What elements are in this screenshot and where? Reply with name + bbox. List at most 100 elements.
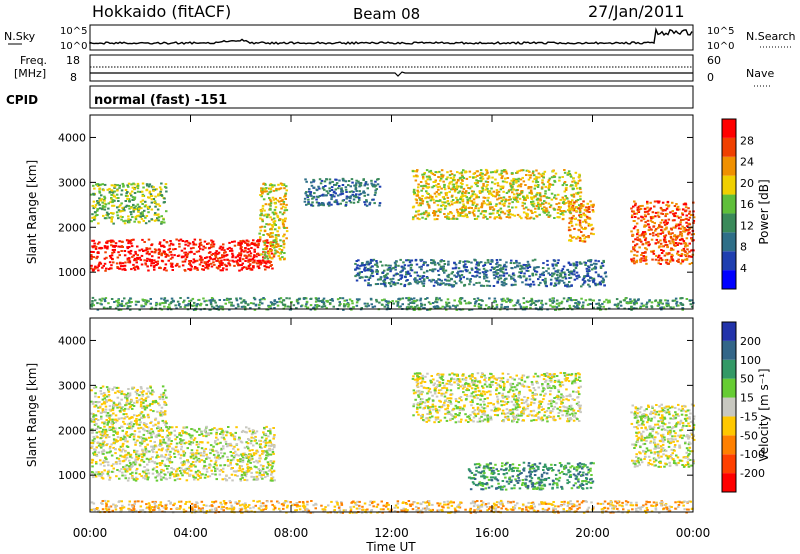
range-cell [585,215,589,218]
range-cell [359,182,363,184]
range-cell [522,207,526,210]
range-cell [207,432,210,435]
range-cell [369,284,372,287]
range-cell [245,257,248,260]
range-cell [192,243,195,246]
range-cell [257,239,260,242]
range-cell [373,305,377,308]
range-cell [445,301,448,304]
range-cell [594,266,598,269]
range-cell [488,284,492,287]
range-cell [108,306,112,309]
range-cell [688,299,692,302]
colorbar-tick-label: 8 [740,241,747,254]
range-cell [482,214,486,217]
range-cell [567,271,571,273]
range-cell [194,460,198,463]
range-cell [129,218,132,221]
range-cell [121,207,124,209]
range-cell [273,253,276,256]
range-cell [156,217,159,220]
range-cell [488,212,492,215]
range-cell [543,211,546,214]
range-cell [497,190,501,193]
range-cell [182,301,185,304]
range-cell [159,441,162,444]
range-cell [531,203,534,206]
range-cell [240,242,243,245]
range-cell [523,202,526,205]
range-cell [686,244,689,247]
range-cell [502,196,506,199]
range-cell [203,261,207,264]
range-cell [685,221,688,224]
range-cell [431,268,435,271]
range-cell [323,180,327,183]
range-cell [682,240,686,243]
range-cell [378,204,381,207]
range-cell [514,283,517,286]
range-cell [435,199,438,202]
range-cell [279,197,282,200]
range-cell [633,200,636,203]
range-cell [671,232,674,235]
range-cell [457,267,461,270]
range-cell [512,188,516,191]
colorbar-segment [722,251,736,271]
range-cell [91,213,94,216]
range-cell [323,305,327,308]
range-cell [670,257,673,260]
range-cell [230,304,234,307]
range-cell [271,267,274,270]
range-cell [247,254,251,257]
frequency-panel: Freq. [MHz] 18 8 60 0 Nave [14,54,774,87]
range-cell [509,184,513,187]
range-cell [181,240,184,242]
range-cell [111,191,115,194]
range-cell [224,254,228,257]
range-cell [437,183,440,185]
range-cell [227,298,231,301]
range-cell [110,216,114,219]
range-cell [104,269,107,272]
range-cell [126,198,129,200]
range-cell [450,188,453,191]
range-cell [554,270,557,273]
range-cell [108,216,111,219]
range-cell [124,205,128,208]
range-cell [104,436,108,439]
range-cell [452,179,455,182]
range-cell [408,307,411,310]
range-cell [276,230,279,233]
range-cell [146,265,149,268]
range-cell [185,479,189,482]
range-cell [481,172,484,175]
range-cell [672,241,675,244]
range-cell [630,207,633,210]
range-cell [553,260,556,263]
range-cell [161,302,164,304]
range-cell [541,267,545,269]
range-cell [140,190,144,193]
range-cell [421,200,424,203]
range-cell [245,479,249,482]
range-cell [100,198,104,201]
range-cell [115,197,118,200]
range-cell [468,308,471,311]
range-cell [579,198,582,201]
range-cell [136,245,139,248]
range-cell [423,172,426,174]
range-cell [495,169,499,172]
range-cell [268,191,271,194]
range-cell [371,306,375,309]
range-cell [231,256,234,259]
range-cell [638,246,641,249]
range-cell [229,463,232,466]
range-cell [320,203,323,206]
range-cell [371,265,374,268]
range-cell [360,264,364,267]
range-cell [257,244,260,246]
range-cell [540,175,544,178]
range-cell [118,184,121,187]
range-cell [664,215,667,218]
